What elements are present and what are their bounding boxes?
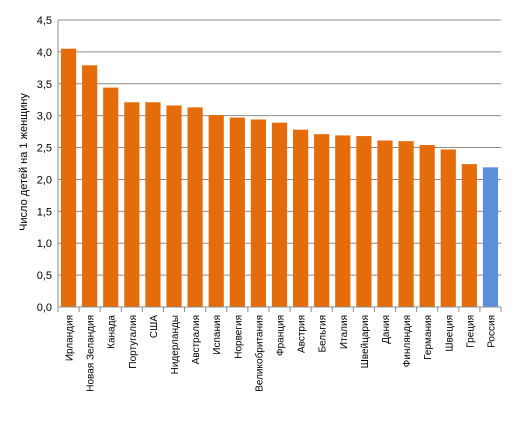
x-tick-label: Австралия bbox=[191, 315, 202, 364]
y-tick-label: 4,0 bbox=[37, 47, 52, 59]
x-tick-label: Бельгия bbox=[318, 315, 329, 353]
y-tick-label: 1,0 bbox=[37, 238, 52, 250]
bar bbox=[250, 119, 266, 308]
x-tick-label: Россия bbox=[486, 315, 497, 348]
x-tick-label: Великобритания bbox=[253, 315, 265, 392]
bar bbox=[293, 129, 309, 307]
bar bbox=[229, 117, 245, 307]
axes bbox=[57, 20, 502, 312]
x-tick-label: Швеция bbox=[444, 315, 455, 352]
y-tick-label: 1,5 bbox=[37, 206, 52, 218]
x-tick-label: Финляндия bbox=[402, 315, 413, 367]
y-tick-label: 0,5 bbox=[37, 270, 52, 282]
y-tick-label: 0,0 bbox=[37, 302, 52, 314]
x-tick-label: Германия bbox=[423, 315, 434, 360]
bar bbox=[166, 105, 182, 308]
y-axis-label: Число детей на 1 женщину bbox=[18, 93, 30, 231]
bar bbox=[271, 122, 288, 308]
bar bbox=[103, 87, 119, 307]
bar bbox=[461, 164, 477, 307]
x-tick-labels: Ирландия Новая Зеландия Канада Португалия СШ… bbox=[65, 315, 498, 392]
bar bbox=[356, 136, 372, 307]
x-tick-label: Дания bbox=[381, 315, 392, 344]
bar bbox=[208, 115, 224, 307]
x-tick-label: Франция bbox=[276, 315, 287, 356]
x-tick-label: Австрия bbox=[297, 315, 308, 353]
y-tick-labels: 0,0 0,5 1,0 1,5 2,0 2,5 3,0 3,5 4,0 4,5 bbox=[37, 15, 52, 314]
x-tick-label: Испания bbox=[212, 315, 223, 355]
bar bbox=[482, 167, 499, 307]
x-tick-label: США bbox=[149, 315, 160, 338]
x-tick-label: Норвегия bbox=[233, 315, 244, 359]
x-tick-label: Греция bbox=[465, 315, 476, 348]
bar bbox=[419, 145, 435, 307]
bar bbox=[145, 102, 161, 308]
x-tick-label: Нидерланды bbox=[170, 315, 181, 374]
y-tick-label: 3,0 bbox=[37, 111, 52, 123]
x-tick-label: Ирландия bbox=[65, 315, 76, 361]
bar bbox=[82, 65, 98, 307]
x-tick-label: Италия bbox=[339, 315, 350, 349]
bar bbox=[314, 134, 330, 307]
y-tick-label: 4,5 bbox=[37, 15, 52, 27]
bar bbox=[398, 141, 414, 307]
bar bbox=[187, 107, 203, 307]
y-tick-label: 2,0 bbox=[37, 174, 52, 186]
x-tick-label: Португалия bbox=[128, 315, 139, 369]
y-tick-label: 2,5 bbox=[37, 143, 52, 155]
x-tick-label: Новая Зеландия bbox=[86, 315, 97, 392]
bar bbox=[124, 102, 140, 308]
bar bbox=[335, 135, 351, 307]
x-tick-label: Канада bbox=[107, 315, 118, 349]
y-tick-label: 3,5 bbox=[37, 79, 52, 91]
bar bbox=[60, 48, 77, 307]
x-tick-label: Швейцария bbox=[360, 315, 371, 368]
bars bbox=[60, 48, 499, 308]
bar bbox=[440, 149, 456, 307]
bar bbox=[377, 140, 393, 307]
